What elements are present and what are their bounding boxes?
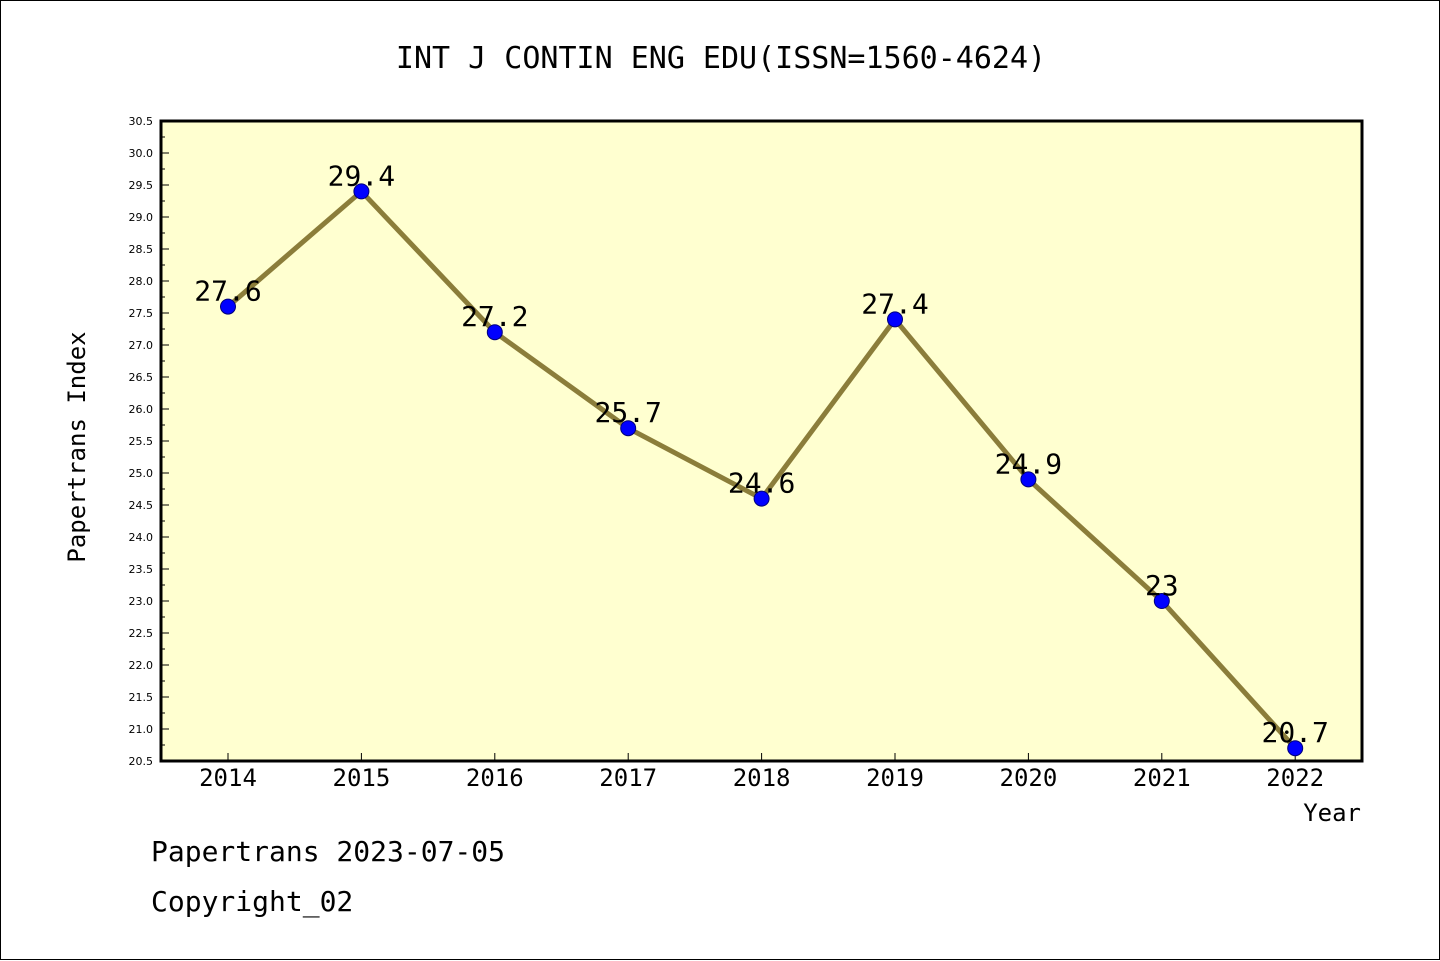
y-tick-label: 21.5 <box>129 691 154 704</box>
y-tick-label: 25.0 <box>129 467 154 480</box>
data-label: 23 <box>1145 569 1179 602</box>
y-tick-label: 30.5 <box>129 115 154 128</box>
y-tick-label: 28.0 <box>129 275 154 288</box>
x-tick-label: 2015 <box>333 764 391 792</box>
data-label: 24.9 <box>995 447 1062 480</box>
data-label: 27.4 <box>861 287 928 320</box>
x-tick-label: 2014 <box>199 764 257 792</box>
y-tick-label: 26.5 <box>129 371 154 384</box>
x-tick-label: 2022 <box>1266 764 1324 792</box>
data-label: 24.6 <box>728 467 795 500</box>
x-tick-label: 2021 <box>1133 764 1191 792</box>
y-tick-label: 23.5 <box>129 563 154 576</box>
y-tick-label: 23.0 <box>129 595 154 608</box>
data-label: 20.7 <box>1261 716 1328 749</box>
x-tick-label: 2017 <box>599 764 657 792</box>
y-tick-label: 24.0 <box>129 531 154 544</box>
y-tick-label: 22.5 <box>129 627 154 640</box>
data-point <box>1020 471 1037 488</box>
data-label: 27.2 <box>461 300 528 333</box>
data-point <box>220 298 236 315</box>
y-tick-label: 22.0 <box>129 659 154 672</box>
x-axis-label: Year <box>1303 799 1361 827</box>
footer-copyright: Copyright_02 <box>151 885 354 918</box>
y-tick-label: 24.5 <box>129 499 154 512</box>
y-tick-label: 30.0 <box>129 147 154 160</box>
data-label: 29.4 <box>328 159 395 192</box>
chart-title: INT J CONTIN ENG EDU(ISSN=1560-4624) <box>396 41 1046 76</box>
data-label: 27.6 <box>194 275 261 308</box>
y-tick-label: 21.0 <box>129 723 154 736</box>
x-tick-label: 2016 <box>466 764 524 792</box>
x-tick-label: 2018 <box>733 764 791 792</box>
y-tick-label: 25.5 <box>129 435 154 448</box>
x-tick-label: 2020 <box>1000 764 1058 792</box>
y-axis: 20.5 21.0 21.5 22.0 22.5 23.0 23.5 24.0 24.5 25.0… <box>129 115 169 768</box>
data-point <box>887 311 903 328</box>
data-point <box>1153 593 1170 609</box>
data-point <box>1287 740 1304 757</box>
series-group: 27.6 29.4 27.2 25.7 24.6 27.4 24.9 23 20.7 <box>194 159 1329 757</box>
data-point <box>753 490 770 507</box>
data-point <box>486 324 503 341</box>
y-tick-label: 29.5 <box>129 179 154 192</box>
data-point <box>620 420 637 437</box>
x-axis: 2014 2015 2016 2017 2018 2019 2020 2021 2022 <box>199 753 1324 792</box>
y-tick-label: 20.5 <box>129 755 154 768</box>
y-tick-label: 27.0 <box>129 339 154 352</box>
plot-area <box>159 119 1364 763</box>
y-tick-label: 28.5 <box>129 243 154 256</box>
data-label: 25.7 <box>594 396 661 429</box>
y-tick-label: 29.0 <box>129 211 154 224</box>
y-tick-label: 27.5 <box>129 307 154 320</box>
footer-date: Papertrans 2023-07-05 <box>151 835 506 868</box>
data-point <box>353 183 370 200</box>
y-tick-label: 26.0 <box>129 403 154 416</box>
x-tick-label: 2019 <box>866 764 924 792</box>
y-axis-label: Papertrans Index <box>63 331 91 562</box>
